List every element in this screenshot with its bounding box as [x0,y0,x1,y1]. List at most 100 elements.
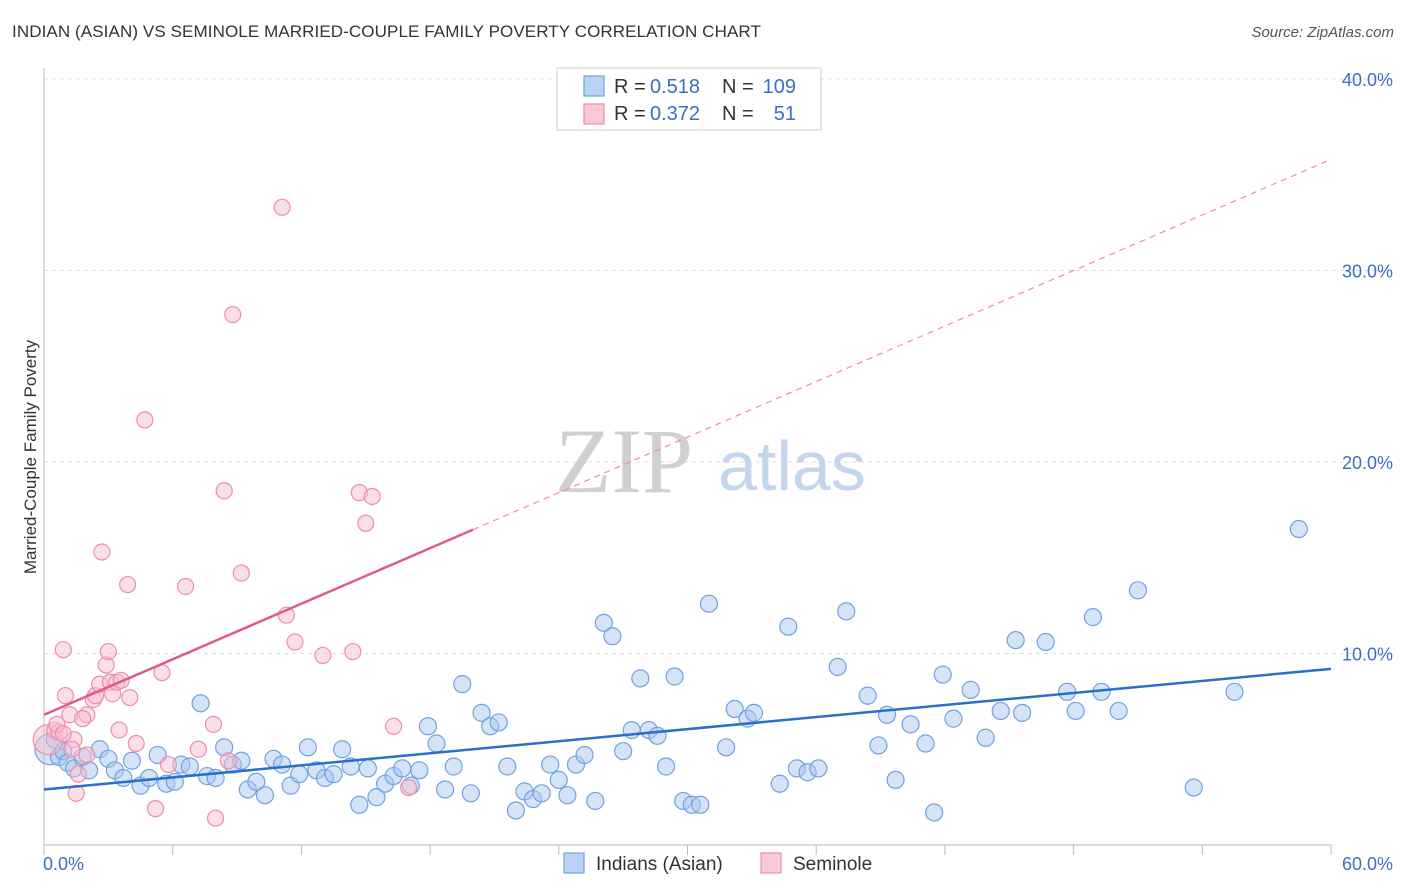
data-point [779,617,798,636]
axes [43,68,1332,855]
data-point [146,800,165,818]
data-point [594,613,613,632]
data-point [255,786,275,805]
stats-legend: R = 0.518 N = 109 R = 0.372 N = 51 [556,67,822,131]
data-point [665,667,684,686]
x-tick-label: 60.0% [1342,854,1393,874]
data-point [828,657,847,677]
data-point [54,725,72,743]
data-point [74,710,92,728]
data-point [489,713,508,732]
data-point [444,757,463,776]
legend-label-indians-asian: Indians (Asian) [596,854,723,875]
data-point [418,717,438,736]
data-point [575,745,594,765]
data-point [393,759,412,778]
data-point [344,642,362,661]
data-point [1225,682,1244,701]
data-point [400,778,418,797]
data-point [837,602,856,621]
data-point [436,780,455,799]
data-point [586,791,605,811]
data-point [1006,630,1025,650]
data-point [725,699,744,719]
watermark: ZIP atlas [555,410,866,512]
data-point [869,736,888,755]
legend-n-value-2: 51 [774,103,796,125]
data-point [121,688,139,707]
source-credit: Source: ZipAtlas.com [1251,24,1394,41]
chart-title: INDIAN (ASIAN) VS SEMINOLE MARRIED-COUPL… [12,22,761,41]
legend-swatch-pink [583,103,605,125]
data-point [247,772,266,791]
data-point [99,642,117,661]
trend-line-indians-asian [43,667,1332,791]
data-point [180,757,199,776]
data-point [461,784,480,803]
data-point [991,701,1010,721]
data-point [744,703,764,722]
data-point [204,715,223,733]
data-point [1036,632,1055,652]
data-point [1128,581,1148,600]
tick-labels: 10.0% 20.0% 30.0% 40.0% 0.0% 60.0% [43,70,1393,874]
data-point [410,761,429,780]
series-legend: Indians (Asian) Seminole [563,852,872,875]
data-point [603,627,622,646]
data-point [506,801,526,820]
data-point [886,770,905,789]
data-point [69,765,87,783]
trend-lines [43,158,1332,791]
data-point [290,765,309,784]
y-tick-label: 10.0% [1342,645,1393,665]
legend-r-label-1: R = [614,76,646,98]
series-indians-asian [34,519,1308,822]
data-point [350,795,369,814]
data-point [286,633,304,651]
watermark-atlas: atlas [718,427,866,505]
data-point [215,482,233,500]
data-point [191,694,210,713]
data-point [916,734,935,753]
data-point [1013,703,1032,722]
data-point [136,411,154,429]
data-point [357,514,375,532]
y-tick-label: 20.0% [1342,453,1393,473]
legend-r-value-1: 0.518 [650,76,700,98]
data-point [809,759,828,778]
data-point [93,543,111,561]
legend-n-label-1: N = [722,76,754,98]
legend-r-value-2: 0.372 [650,103,700,125]
data-point [367,788,386,807]
data-point [961,680,980,699]
data-point [114,768,133,788]
data-point [691,795,710,814]
data-point [717,738,736,757]
data-point [122,751,142,770]
data-point [1109,701,1128,721]
data-point [176,577,195,596]
data-point [333,740,352,759]
data-point [472,703,491,722]
data-point [314,646,332,665]
data-point [63,740,81,758]
data-point [1289,519,1308,539]
trend-line-seminole-extension [472,158,1332,531]
data-point [614,742,633,761]
data-point [549,770,568,789]
data-point [224,305,242,324]
watermark-zip: ZIP [555,410,693,512]
legend-r-label-2: R = [614,103,646,125]
data-point [219,752,238,770]
data-point [56,687,75,705]
y-tick-label: 30.0% [1342,262,1393,282]
data-point [631,669,650,688]
data-point [976,728,995,747]
legend-n-label-2: N = [722,103,754,125]
legend-label-seminole: Seminole [793,854,872,875]
x-tick-label: 0.0% [43,854,84,874]
data-point [925,803,944,822]
data-point [54,641,72,659]
data-point [427,734,446,753]
